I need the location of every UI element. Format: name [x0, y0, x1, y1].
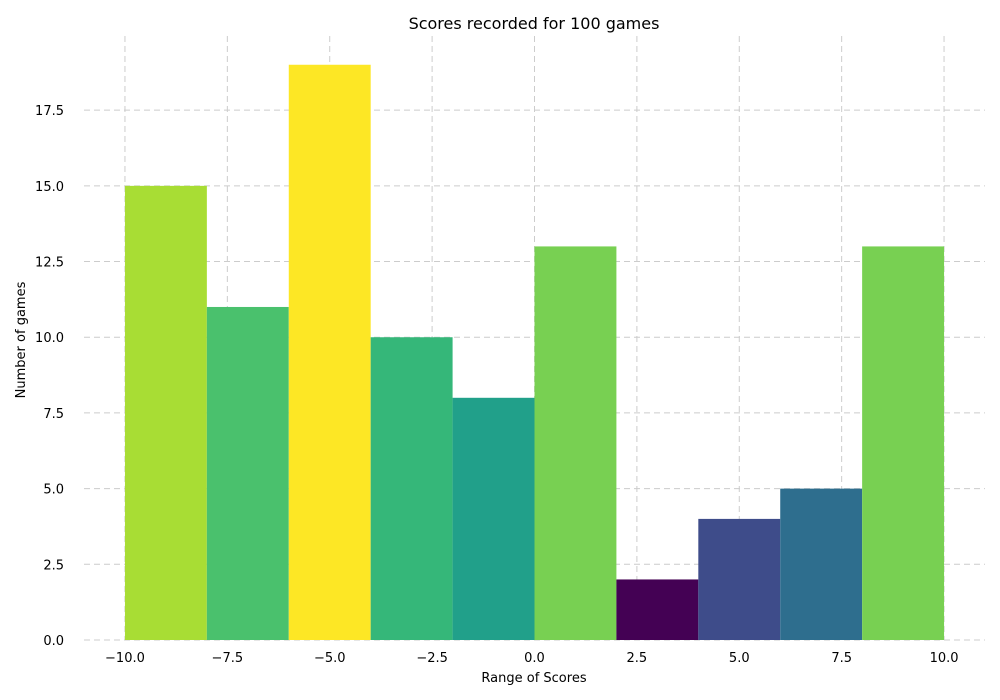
histogram-bar — [452, 397, 535, 640]
histogram-bar — [124, 185, 207, 640]
y-tick-label: 0.0 — [43, 634, 64, 649]
y-tick-label: 5.0 — [43, 483, 64, 498]
x-axis-label: Range of Scores — [481, 671, 586, 686]
x-tick-labels: −10.0 −7.5 −5.0 −2.5 0.0 2.5 5.0 7.5 10.0 — [105, 651, 958, 666]
y-tick-label: 7.5 — [43, 407, 64, 422]
chart-title: Scores recorded for 100 games — [409, 14, 660, 33]
histogram-bar — [616, 579, 699, 640]
y-tick-label: 10.0 — [35, 331, 64, 346]
y-tick-label: 2.5 — [43, 558, 64, 573]
histogram-bar — [534, 246, 617, 640]
histogram-bar — [780, 488, 863, 640]
histogram-bar — [862, 246, 945, 640]
y-tick-labels: 0.0 2.5 5.0 7.5 10.0 12.5 15.0 17.5 — [35, 104, 64, 649]
y-axis-label: Number of games — [14, 281, 29, 398]
histogram-bar — [206, 306, 289, 640]
x-tick-label: 2.5 — [627, 651, 648, 666]
x-tick-label: −10.0 — [105, 651, 145, 666]
x-tick-label: 10.0 — [930, 651, 959, 666]
histogram-bar — [370, 337, 453, 640]
histogram-bar — [698, 518, 781, 640]
x-tick-label: −5.0 — [314, 651, 346, 666]
y-tick-label: 17.5 — [35, 104, 64, 119]
x-tick-label: 7.5 — [831, 651, 852, 666]
histogram-bar — [288, 64, 371, 640]
x-tick-label: 5.0 — [729, 651, 750, 666]
y-tick-label: 12.5 — [35, 256, 64, 271]
x-tick-label: −7.5 — [212, 651, 244, 666]
histogram-bars — [124, 64, 945, 640]
y-tick-label: 15.0 — [35, 180, 64, 195]
x-tick-label: 0.0 — [524, 651, 545, 666]
x-tick-label: −2.5 — [416, 651, 448, 666]
